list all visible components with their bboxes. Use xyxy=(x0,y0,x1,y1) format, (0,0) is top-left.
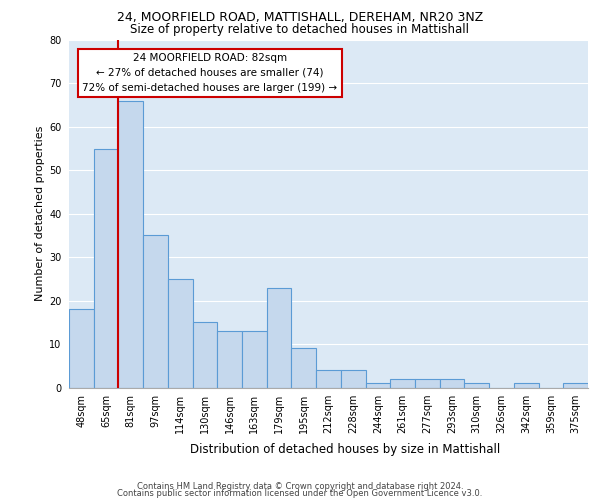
Bar xyxy=(390,379,415,388)
Bar xyxy=(514,383,539,388)
Text: Size of property relative to detached houses in Mattishall: Size of property relative to detached ho… xyxy=(131,22,470,36)
Bar xyxy=(415,379,440,388)
Bar xyxy=(94,148,118,388)
Bar xyxy=(242,331,267,388)
Text: Distribution of detached houses by size in Mattishall: Distribution of detached houses by size … xyxy=(190,442,500,456)
Text: Contains public sector information licensed under the Open Government Licence v3: Contains public sector information licen… xyxy=(118,488,482,498)
Bar xyxy=(341,370,365,388)
Text: 24, MOORFIELD ROAD, MATTISHALL, DEREHAM, NR20 3NZ: 24, MOORFIELD ROAD, MATTISHALL, DEREHAM,… xyxy=(117,11,483,24)
Bar xyxy=(118,101,143,388)
Y-axis label: Number of detached properties: Number of detached properties xyxy=(35,126,45,302)
Text: Contains HM Land Registry data © Crown copyright and database right 2024.: Contains HM Land Registry data © Crown c… xyxy=(137,482,463,491)
Bar xyxy=(193,322,217,388)
Bar xyxy=(365,383,390,388)
Bar xyxy=(316,370,341,388)
Bar xyxy=(168,279,193,388)
Bar xyxy=(267,288,292,388)
Bar xyxy=(464,383,489,388)
Bar xyxy=(563,383,588,388)
Text: 24 MOORFIELD ROAD: 82sqm
← 27% of detached houses are smaller (74)
72% of semi-d: 24 MOORFIELD ROAD: 82sqm ← 27% of detach… xyxy=(82,53,337,92)
Bar xyxy=(143,236,168,388)
Bar xyxy=(292,348,316,388)
Bar xyxy=(440,379,464,388)
Bar xyxy=(217,331,242,388)
Bar xyxy=(69,310,94,388)
